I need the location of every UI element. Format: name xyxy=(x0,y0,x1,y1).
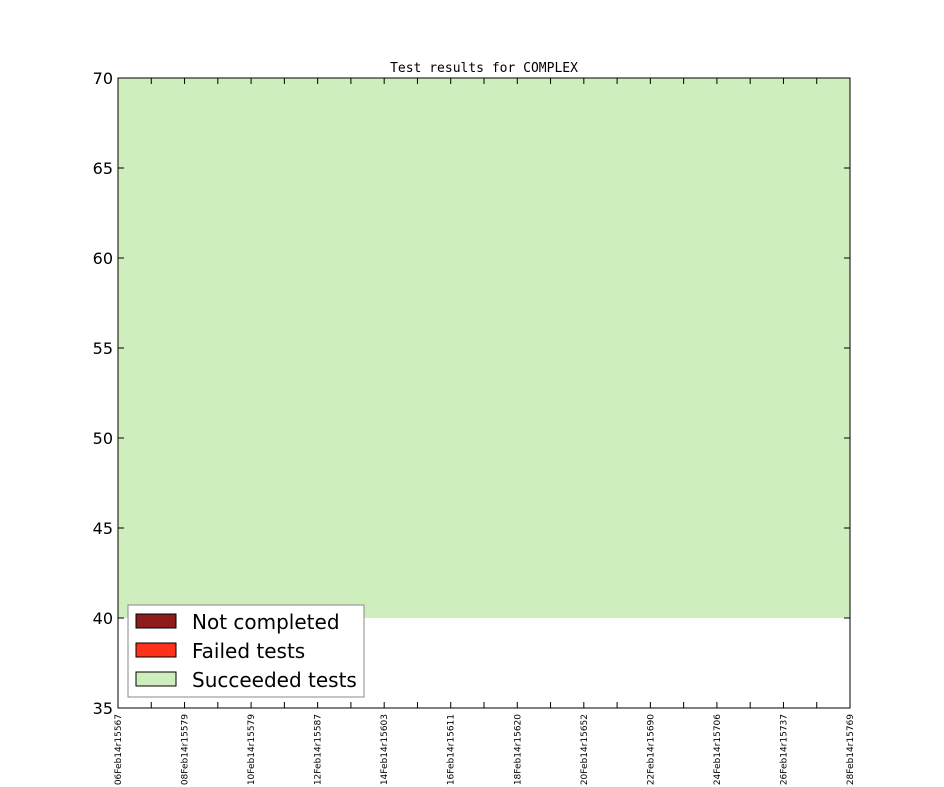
y-tick-label: 65 xyxy=(93,159,113,178)
legend-swatch-not-completed xyxy=(135,613,177,629)
area-succeeded-tests xyxy=(118,78,850,618)
x-tick-label: 28Feb14r15769 xyxy=(846,714,856,785)
x-tick-label: 16Feb14r15611 xyxy=(447,714,457,785)
axes-group: 35 40 45 50 55 60 65 70 06Feb14r15567 08Feb14r155… xyxy=(93,69,856,785)
x-tick-label: 18Feb14r15620 xyxy=(513,714,523,785)
legend-label-succeeded-tests: Succeeded tests xyxy=(192,668,357,692)
legend-swatch-failed-tests xyxy=(135,642,177,658)
y-tick-label: 55 xyxy=(93,339,113,358)
y-tick-label: 70 xyxy=(93,69,113,88)
y-tick-label: 35 xyxy=(93,699,113,718)
legend: Not completed Failed tests Succeeded tests xyxy=(127,604,365,698)
x-tick-label: 12Feb14r15587 xyxy=(314,714,324,785)
x-tick-label: 10Feb14r15579 xyxy=(247,714,257,785)
x-tick-label: 06Feb14r15567 xyxy=(114,714,124,785)
x-tick-label: 14Feb14r15603 xyxy=(380,714,390,785)
legend-swatch-succeeded-tests xyxy=(135,671,177,687)
x-tick-label: 08Feb14r15579 xyxy=(181,714,191,785)
y-tick-label: 40 xyxy=(93,609,113,628)
x-tick-label: 20Feb14r15652 xyxy=(580,714,590,785)
y-tick-label: 50 xyxy=(93,429,113,448)
y-tick-label: 60 xyxy=(93,249,113,268)
chart-title: Test results for COMPLEX xyxy=(390,61,578,76)
x-tick-label: 22Feb14r15690 xyxy=(646,714,656,785)
x-tick-label: 24Feb14r15706 xyxy=(713,714,723,785)
x-tick-label: 26Feb14r15737 xyxy=(779,714,789,785)
y-tick-label: 45 xyxy=(93,519,113,538)
area-series-group xyxy=(118,78,850,618)
legend-label-not-completed: Not completed xyxy=(192,610,340,634)
legend-label-failed-tests: Failed tests xyxy=(192,639,305,663)
